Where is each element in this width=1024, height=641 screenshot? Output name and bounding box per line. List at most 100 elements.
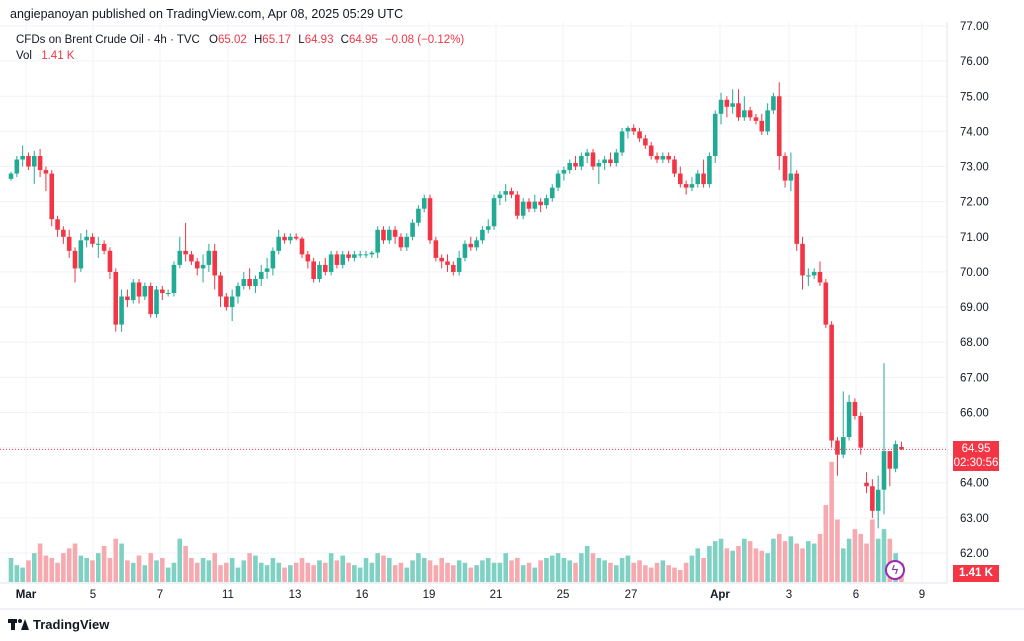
candle-body bbox=[72, 250, 78, 269]
open-value: 65.02 bbox=[218, 34, 247, 46]
candle-body bbox=[893, 444, 898, 469]
candle-body bbox=[526, 201, 532, 209]
volume-bar bbox=[61, 553, 66, 582]
candle-body bbox=[875, 489, 881, 511]
candle-body bbox=[154, 289, 159, 315]
volume-bar bbox=[666, 565, 671, 582]
volume-bar bbox=[26, 560, 31, 582]
candle-body bbox=[229, 296, 235, 308]
candle-body bbox=[672, 159, 677, 174]
volume-bar bbox=[299, 557, 305, 582]
candle-body bbox=[503, 191, 508, 195]
volume-bar bbox=[427, 560, 433, 582]
low-label: L bbox=[298, 34, 305, 46]
candle-body bbox=[334, 254, 340, 265]
candle-body bbox=[887, 451, 893, 469]
volume-bar bbox=[870, 519, 875, 582]
symbol-name[interactable]: CFDs on Brent Crude Oil · 4h · TVC bbox=[16, 34, 200, 46]
volume-bar bbox=[433, 565, 439, 582]
volume-bar bbox=[55, 562, 60, 582]
price-tick-label: 70.00 bbox=[960, 267, 989, 279]
volume-bar bbox=[462, 562, 468, 582]
candle-body bbox=[322, 264, 328, 272]
volume-bar bbox=[43, 555, 49, 582]
volume-bar bbox=[416, 553, 421, 582]
candle-body bbox=[439, 257, 444, 262]
candle-body bbox=[515, 194, 520, 216]
candle-body bbox=[579, 155, 584, 167]
price-tick-label: 77.00 bbox=[960, 21, 989, 33]
volume-bar bbox=[37, 543, 43, 582]
volume-bar bbox=[544, 557, 549, 582]
candle-body bbox=[392, 229, 398, 237]
volume-bar bbox=[387, 557, 392, 582]
candle-body bbox=[765, 110, 770, 132]
candle-body bbox=[701, 173, 706, 185]
candle-body bbox=[712, 113, 718, 156]
candle-body bbox=[806, 275, 811, 277]
volume-bar bbox=[567, 560, 573, 582]
volume-bar bbox=[858, 533, 864, 582]
bar-countdown: 02:30:56 bbox=[953, 457, 999, 469]
candle-body bbox=[654, 155, 660, 160]
volume-bar bbox=[532, 567, 538, 582]
candle-body bbox=[730, 103, 735, 107]
price-tick-label: 69.00 bbox=[960, 302, 989, 314]
candle-body bbox=[381, 229, 386, 241]
candle-body bbox=[625, 127, 631, 132]
candle-body bbox=[718, 99, 724, 114]
volume-bar bbox=[451, 565, 456, 582]
candle-body bbox=[753, 117, 759, 121]
volume-bar bbox=[235, 567, 241, 582]
volume-bar bbox=[346, 562, 351, 582]
candlesticks bbox=[8, 82, 904, 529]
volume-bar bbox=[678, 569, 683, 582]
time-tick-label: 16 bbox=[356, 589, 369, 601]
tradingview-logo-icon bbox=[8, 619, 29, 630]
candle-body bbox=[619, 131, 625, 153]
price-tick-label: 76.00 bbox=[960, 56, 989, 68]
candle-body bbox=[136, 282, 142, 297]
volume-bar bbox=[515, 557, 520, 582]
lightning-icon[interactable]: ϟ bbox=[885, 560, 905, 580]
volume-bar bbox=[771, 538, 776, 582]
volume-bar bbox=[8, 557, 14, 582]
candle-body bbox=[829, 324, 834, 441]
volume-bar bbox=[369, 562, 375, 582]
volume-bar bbox=[736, 545, 741, 582]
volume-bar bbox=[480, 560, 485, 582]
volume-bar bbox=[875, 538, 881, 582]
high-label: H bbox=[253, 34, 263, 46]
volume-bar bbox=[596, 557, 602, 582]
candle-body bbox=[369, 252, 375, 255]
volume-bar bbox=[794, 543, 799, 582]
candle-body bbox=[404, 236, 410, 248]
candle-body bbox=[125, 296, 130, 301]
volume-bar bbox=[160, 557, 165, 582]
volume-bar bbox=[712, 541, 718, 582]
price-tick-label: 67.00 bbox=[960, 372, 989, 384]
candle-body bbox=[451, 264, 456, 272]
volume-bar bbox=[90, 560, 95, 582]
volume-bar bbox=[590, 553, 596, 582]
tradingview-logo[interactable]: TradingView bbox=[8, 617, 109, 632]
volume-bar bbox=[241, 560, 247, 582]
candle-body bbox=[189, 254, 194, 262]
volume-bar bbox=[212, 553, 217, 582]
candle-body bbox=[416, 208, 421, 223]
price-tick-label: 71.00 bbox=[960, 232, 989, 244]
close-value: 64.95 bbox=[348, 34, 378, 46]
volume-bar bbox=[136, 555, 142, 582]
candle-body bbox=[43, 170, 49, 174]
price-tick-label: 75.00 bbox=[960, 91, 989, 103]
time-tick-label: 5 bbox=[90, 589, 96, 601]
candle-body bbox=[224, 296, 229, 308]
volume-bar bbox=[619, 557, 625, 582]
volume-bar bbox=[154, 560, 159, 582]
candle-body bbox=[183, 250, 188, 255]
time-tick-label: 27 bbox=[625, 589, 638, 601]
volume-bar bbox=[258, 562, 264, 582]
vol-label[interactable]: Vol bbox=[16, 50, 32, 62]
volume-bar bbox=[72, 543, 78, 582]
